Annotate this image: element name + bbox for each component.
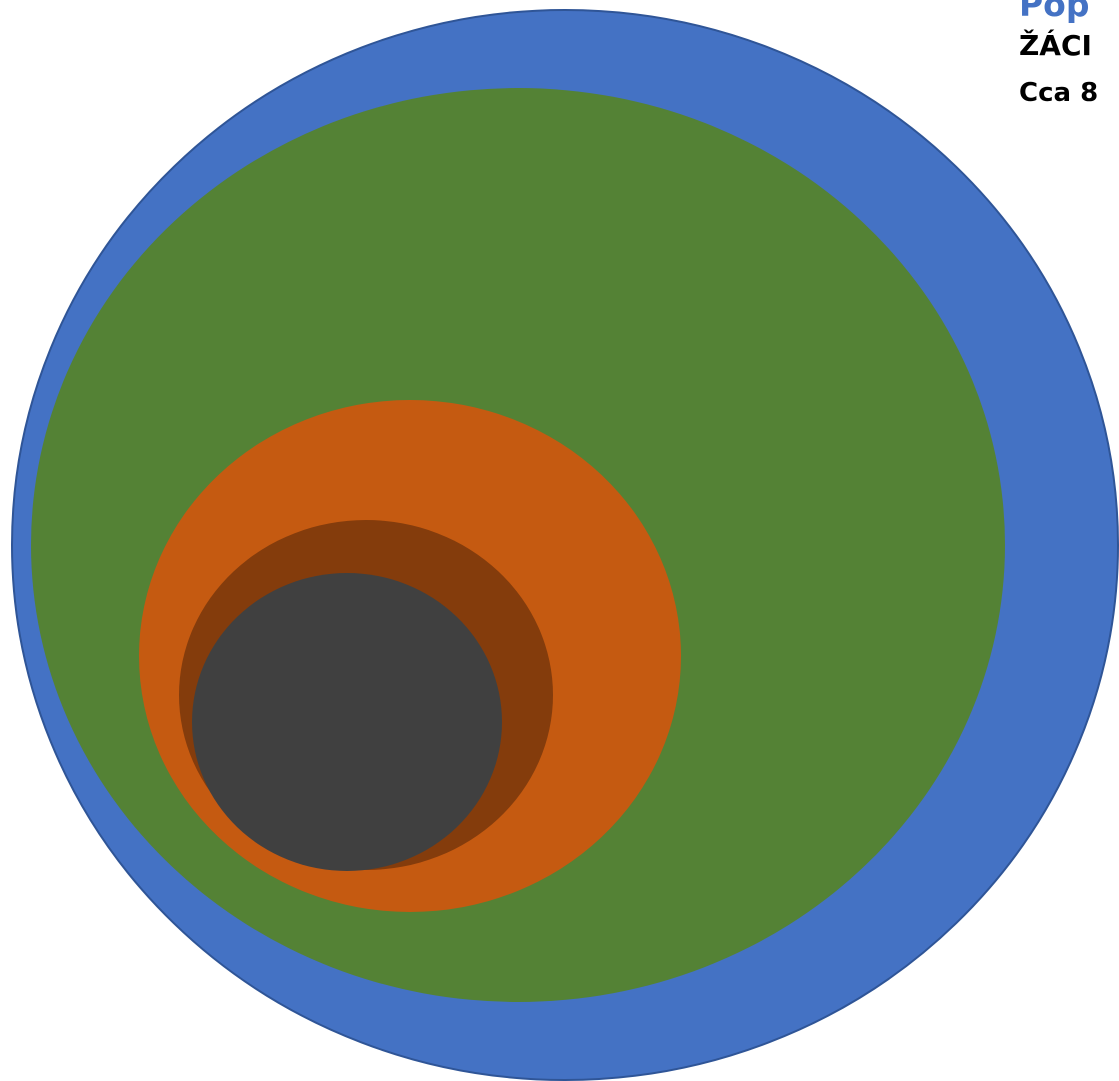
caption-subtitle: ŽÁCI [1019,29,1092,62]
caption-title: Pop [1019,0,1090,24]
caption-note: Cca 8 [1019,78,1099,108]
inner-ellipse [192,573,502,871]
caption-block: Pop ŽÁCI Cca 8 [1019,0,1119,110]
